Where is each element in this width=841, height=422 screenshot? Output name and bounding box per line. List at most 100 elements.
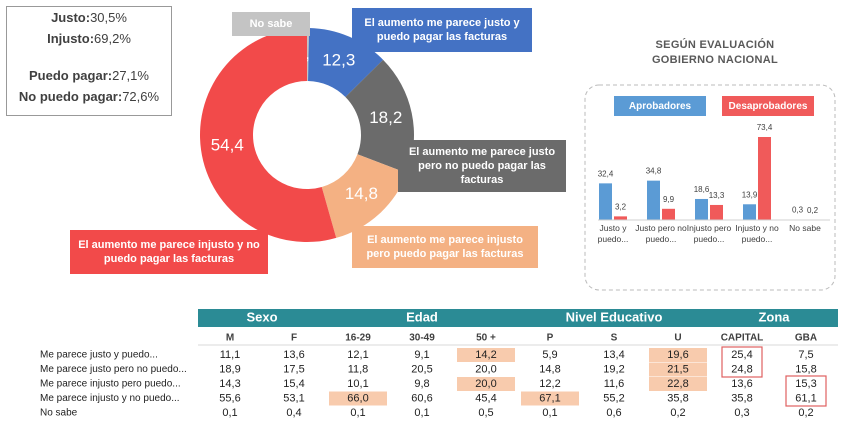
- slice-label: 14,8: [345, 184, 378, 203]
- table-cell: 10,1: [347, 378, 368, 390]
- cell-highlight: [521, 391, 579, 406]
- cell-highlight: [457, 377, 515, 391]
- row-label: Me parece injusto pero puedo...: [40, 379, 181, 390]
- table-cell: 19,2: [603, 363, 624, 375]
- table-cell: 14,8: [539, 363, 560, 375]
- cell-outline: [721, 346, 763, 378]
- table-cell: 5,9: [542, 349, 557, 361]
- table-cell: 13,6: [283, 349, 304, 361]
- column-header: 16-29: [345, 333, 371, 344]
- bar-value-label: 0,2: [807, 206, 819, 215]
- donut-slice: [199, 28, 337, 243]
- slice-label: 54,4: [211, 136, 244, 155]
- table-cell: 21,5: [667, 363, 688, 375]
- table-cell: 13,4: [603, 349, 624, 361]
- table-cell: 67,1: [539, 392, 560, 404]
- slice-label: 18,2: [369, 108, 402, 127]
- bar: [710, 204, 723, 220]
- callout-box: El aumento me parece justo y puedo pagar…: [352, 8, 532, 52]
- column-header: P: [547, 333, 554, 344]
- table-cell: 24,8: [731, 363, 752, 375]
- bar-value-label: 13,3: [709, 191, 725, 200]
- table-cell: 15,3: [795, 378, 816, 390]
- table-cell: 15,4: [283, 378, 304, 390]
- summary-label: Injusto:: [47, 31, 95, 46]
- table-cell: 35,8: [731, 392, 752, 404]
- table-cell: 35,8: [667, 392, 688, 404]
- table-cell: 45,4: [475, 392, 496, 404]
- bar: [662, 208, 675, 220]
- cell-outline: [785, 375, 827, 407]
- row-label: Me parece justo pero no puedo...: [40, 364, 187, 375]
- table-cell: 0,1: [414, 407, 429, 419]
- table-cell: 17,5: [283, 363, 304, 375]
- bar: [599, 183, 612, 220]
- table-cell: 12,2: [539, 378, 560, 390]
- column-header: U: [674, 333, 681, 344]
- column-header: CAPITAL: [721, 333, 764, 344]
- bar-value-label: 0,3: [792, 206, 804, 215]
- table-header-band: [198, 309, 838, 327]
- cell-highlight: [649, 362, 707, 377]
- bar-value-label: 18,6: [694, 185, 710, 194]
- table-cell: 20,0: [475, 378, 496, 390]
- row-label: Me parece injusto y no puedo...: [40, 393, 180, 404]
- x-tick-label: Injusto y no puedo...: [735, 223, 779, 244]
- table-cell: 66,0: [347, 392, 368, 404]
- chart-title: SEGÚN EVALUACIÓN GOBIERNO NACIONAL: [651, 39, 779, 66]
- bar: [614, 216, 627, 220]
- summary-value: 30,5%: [90, 10, 127, 25]
- table-cell: 20,0: [475, 363, 496, 375]
- table-cell: 11,8: [348, 363, 369, 375]
- panel-border: [584, 84, 836, 291]
- callout-box: El aumento me parece justo pero no puedo…: [398, 140, 566, 192]
- table-cell: 12,1: [347, 349, 368, 361]
- table-cell: 14,2: [475, 349, 496, 361]
- table-cell: 0,4: [286, 407, 301, 419]
- bar-value-label: 32,4: [598, 169, 614, 178]
- table-cell: 0,1: [542, 407, 557, 419]
- column-header: F: [291, 333, 297, 344]
- column-header: M: [226, 333, 234, 344]
- table-cell: 22,8: [667, 378, 688, 390]
- summary-value: 69,2%: [94, 31, 131, 46]
- group-header: Zona: [758, 309, 790, 324]
- bar: [743, 204, 756, 220]
- column-header: S: [611, 333, 618, 344]
- bar-value-label: 34,8: [646, 167, 662, 176]
- bar: [695, 198, 708, 220]
- bar: [758, 137, 771, 220]
- table-cell: 61,1: [795, 392, 816, 404]
- table-cell: 18,9: [219, 363, 240, 375]
- table-cell: 11,1: [220, 349, 241, 361]
- group-header: Sexo: [246, 309, 277, 324]
- cell-highlight: [457, 348, 515, 362]
- callout-box: No sabe: [232, 12, 310, 36]
- column-header: 30-49: [409, 333, 435, 344]
- donut-slice: [307, 28, 310, 82]
- table-cell: 14,3: [219, 378, 240, 390]
- table-cell: 9,8: [414, 378, 429, 390]
- table-cell: 9,1: [414, 349, 429, 361]
- summary-label: No puedo pagar:: [18, 89, 123, 104]
- table-cell: 0,1: [222, 407, 237, 419]
- table-cell: 13,6: [731, 378, 752, 390]
- x-tick-label: No sabe: [789, 223, 821, 233]
- summary-line: Injusto:69,2%: [7, 28, 171, 49]
- summary-line: No puedo pagar:72,6%: [7, 86, 171, 107]
- x-tick-label: Justo pero no puedo...: [635, 223, 687, 244]
- column-header: GBA: [795, 333, 817, 344]
- donut-slice: [321, 154, 407, 238]
- table-cell: 53,1: [283, 392, 304, 404]
- summary-label: Justo:: [51, 10, 91, 25]
- table-cell: 55,6: [219, 392, 240, 404]
- bar: [647, 180, 660, 220]
- donut-slice: [345, 59, 414, 174]
- column-header: 50 +: [476, 333, 496, 344]
- bar-value-label: 73,4: [757, 123, 773, 132]
- table-cell: 0,2: [798, 407, 813, 419]
- table-cell: 55,2: [603, 392, 624, 404]
- table-cell: 0,6: [606, 407, 621, 419]
